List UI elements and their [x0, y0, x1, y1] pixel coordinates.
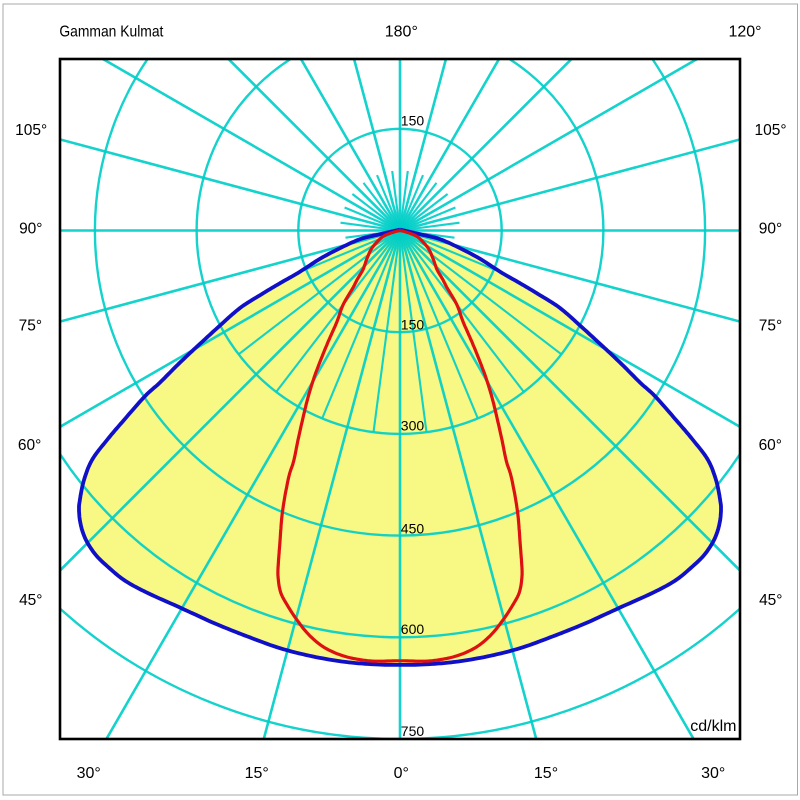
svg-text:90°: 90° [19, 220, 42, 237]
svg-text:150: 150 [401, 112, 425, 128]
svg-text:750: 750 [401, 723, 425, 739]
svg-text:30°: 30° [77, 765, 101, 782]
svg-text:120°: 120° [728, 23, 761, 40]
svg-text:150: 150 [401, 316, 425, 332]
svg-text:30°: 30° [701, 765, 725, 782]
svg-text:45°: 45° [759, 592, 782, 609]
svg-text:105°: 105° [15, 122, 47, 139]
svg-text:15°: 15° [534, 765, 558, 782]
svg-text:75°: 75° [19, 318, 42, 335]
svg-text:15°: 15° [245, 765, 269, 782]
svg-text:450: 450 [401, 521, 425, 537]
svg-text:300: 300 [401, 418, 425, 434]
svg-text:Gamman Kulmat: Gamman Kulmat [59, 23, 163, 40]
svg-text:600: 600 [401, 621, 425, 637]
svg-text:75°: 75° [759, 318, 782, 335]
svg-text:90°: 90° [759, 220, 782, 237]
svg-text:0°: 0° [394, 765, 409, 782]
svg-text:60°: 60° [759, 437, 782, 454]
svg-text:180°: 180° [385, 23, 418, 40]
svg-text:60°: 60° [18, 437, 41, 454]
svg-text:45°: 45° [19, 592, 42, 609]
svg-text:105°: 105° [754, 122, 786, 139]
svg-text:cd/klm: cd/klm [690, 718, 736, 735]
